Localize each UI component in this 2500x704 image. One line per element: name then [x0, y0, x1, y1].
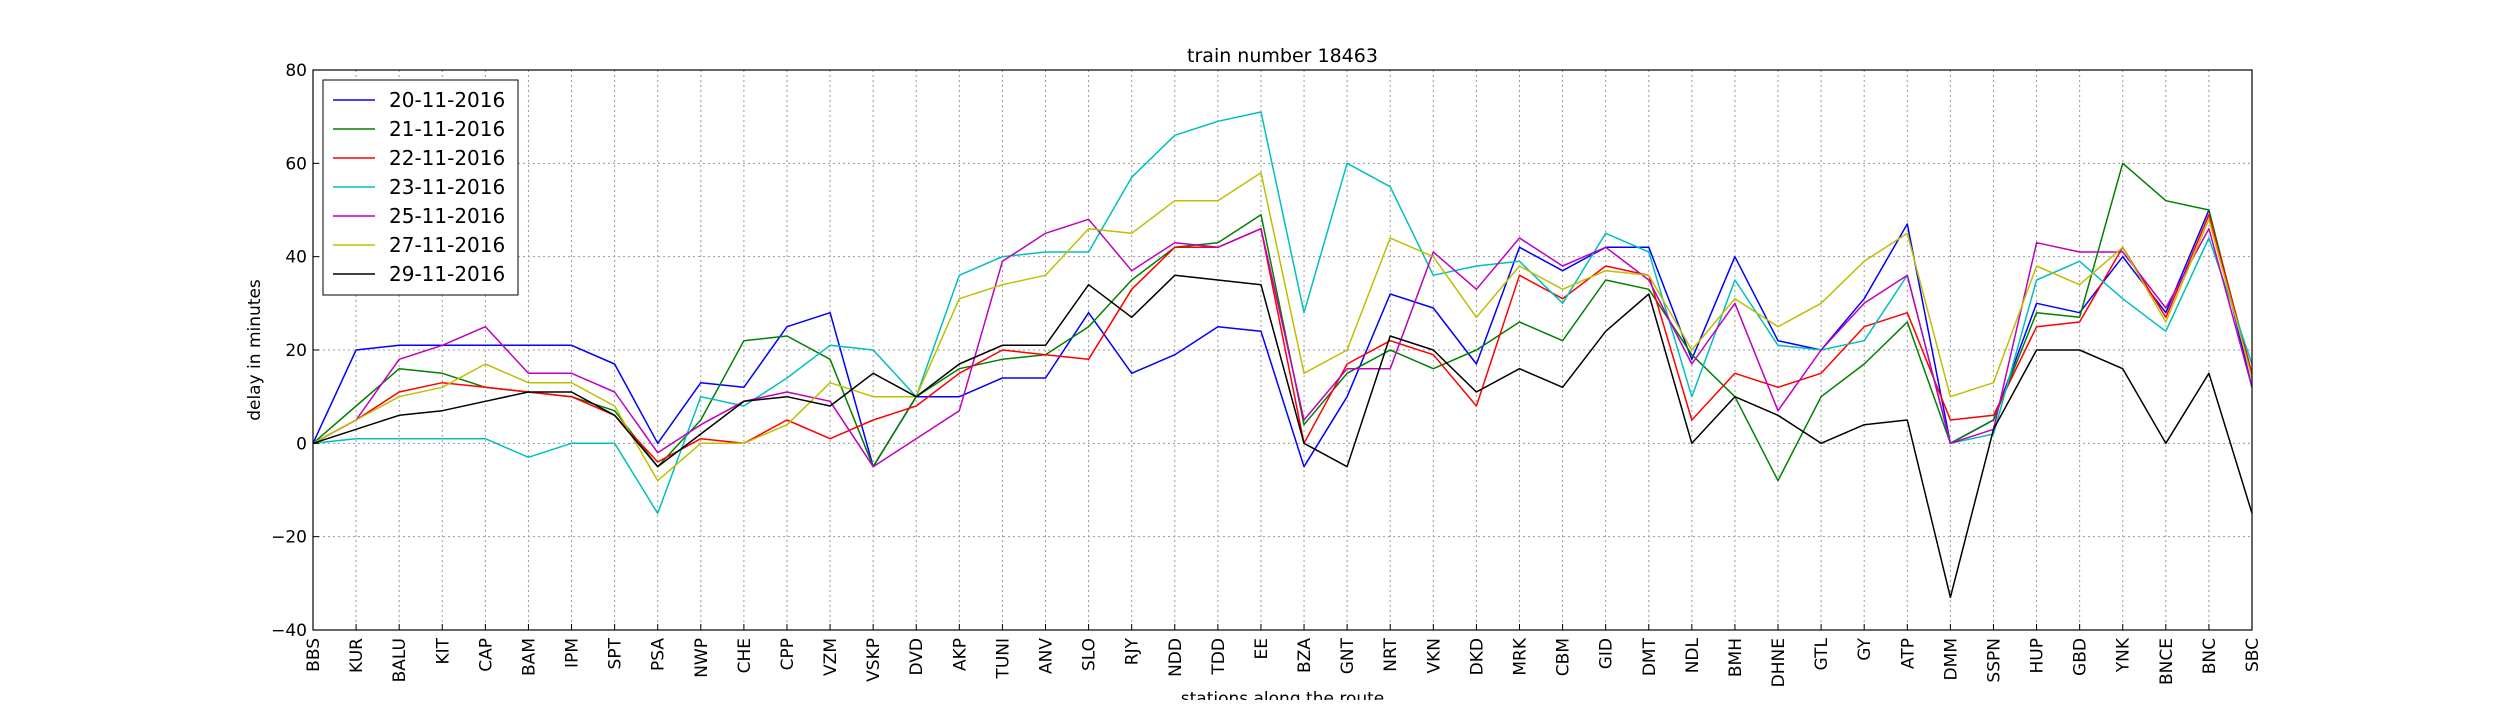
- y-tick-label: 20: [285, 341, 307, 361]
- x-tick-label: AKP: [950, 638, 970, 671]
- x-tick-label: SSPN: [1984, 638, 2004, 683]
- series-line-20-11-2016: [312, 209, 2253, 468]
- x-tick-label: DHNE: [1769, 638, 1789, 687]
- chart-title: train number 18463: [1187, 45, 1378, 67]
- y-tick-label: −20: [271, 528, 307, 548]
- grid: [312, 69, 2253, 631]
- legend: 20-11-2016 21-11-2016 22-11-2016 23-11-2016…: [322, 79, 519, 296]
- x-tick-label: DMM: [1941, 638, 1961, 680]
- x-tick-label: BNCE: [2157, 638, 2177, 685]
- x-tick-label: GBD: [2071, 638, 2091, 676]
- legend-label: 20-11-2016: [389, 88, 505, 112]
- x-tick-label: ANV: [1037, 638, 1057, 674]
- series-lines: [312, 111, 2253, 599]
- y-axis-ticks: −40 −20 0 20 40 60 80: [271, 61, 319, 641]
- legend-label: 29-11-2016: [389, 262, 505, 286]
- y-tick-label: −40: [271, 621, 307, 641]
- x-tick-label: SLO: [1080, 638, 1100, 671]
- x-tick-label: NRT: [1381, 637, 1401, 671]
- series-line-27-11-2016: [312, 171, 2253, 482]
- x-axis-ticks: BBS KUR BALU KIT CAP BAM IPM SPT PSA NWP CHE CPP VZM…: [304, 624, 2263, 687]
- x-tick-label: BZA: [1295, 638, 1315, 673]
- x-tick-label: VZM: [821, 638, 841, 676]
- x-tick-label: DVD: [907, 638, 927, 676]
- x-tick-label: CBM: [1554, 638, 1574, 676]
- x-tick-label: IPM: [563, 638, 583, 668]
- x-tick-label: VSKP: [864, 638, 884, 682]
- legend-label: 25-11-2016: [389, 204, 505, 228]
- x-tick-label: HUP: [2028, 638, 2048, 673]
- x-tick-label: SPT: [606, 637, 626, 669]
- x-tick-label: CHE: [735, 638, 755, 673]
- x-tick-label: BBS: [304, 638, 324, 672]
- x-tick-label: CAP: [476, 638, 496, 672]
- x-tick-label: KUR: [347, 638, 367, 673]
- x-tick-label: BALU: [390, 638, 410, 682]
- x-tick-label: SBC: [2243, 638, 2263, 672]
- y-tick-label: 80: [285, 61, 307, 81]
- x-tick-label: NWP: [692, 638, 712, 678]
- x-tick-label: PSA: [649, 638, 669, 671]
- x-axis-label: stations along the route: [1181, 689, 1385, 700]
- x-tick-label: ATP: [1898, 638, 1918, 669]
- x-tick-label: CPP: [778, 638, 798, 670]
- legend-label: 21-11-2016: [389, 117, 505, 141]
- y-tick-label: 40: [285, 248, 307, 268]
- series-line-22-11-2016: [312, 213, 2253, 463]
- x-tick-label: VKN: [1424, 638, 1444, 674]
- x-tick-label: DMT: [1640, 637, 1660, 676]
- y-axis-label: delay in minutes: [245, 279, 265, 421]
- x-tick-label: DKD: [1467, 638, 1487, 675]
- x-tick-label: TDD: [1209, 638, 1229, 676]
- x-tick-label: YNK: [2114, 637, 2134, 673]
- x-tick-label: EE: [1252, 638, 1272, 659]
- legend-label: 27-11-2016: [389, 233, 505, 257]
- x-tick-label: RJY: [1123, 637, 1143, 665]
- x-tick-label: GY: [1855, 637, 1875, 660]
- x-tick-label: BNC: [2200, 638, 2220, 674]
- x-tick-label: TUNI: [993, 638, 1013, 680]
- x-tick-label: BAM: [519, 638, 539, 676]
- legend-label: 22-11-2016: [389, 146, 505, 170]
- x-tick-label: MRK: [1510, 637, 1530, 675]
- x-tick-label: GTL: [1812, 637, 1832, 670]
- x-tick-label: NDL: [1683, 637, 1703, 673]
- series-line-25-11-2016: [312, 218, 2253, 468]
- x-tick-label: GNT: [1338, 637, 1358, 674]
- y-tick-label: 60: [285, 154, 307, 174]
- x-tick-label: NDD: [1166, 638, 1186, 677]
- series-line-23-11-2016: [312, 111, 2253, 515]
- x-tick-label: GID: [1597, 638, 1617, 669]
- legend-label: 23-11-2016: [389, 175, 505, 199]
- series-line-29-11-2016: [312, 274, 2253, 599]
- y-tick-label: 0: [296, 434, 307, 454]
- x-tick-label: BMH: [1726, 638, 1746, 677]
- x-tick-label: KIT: [433, 637, 453, 664]
